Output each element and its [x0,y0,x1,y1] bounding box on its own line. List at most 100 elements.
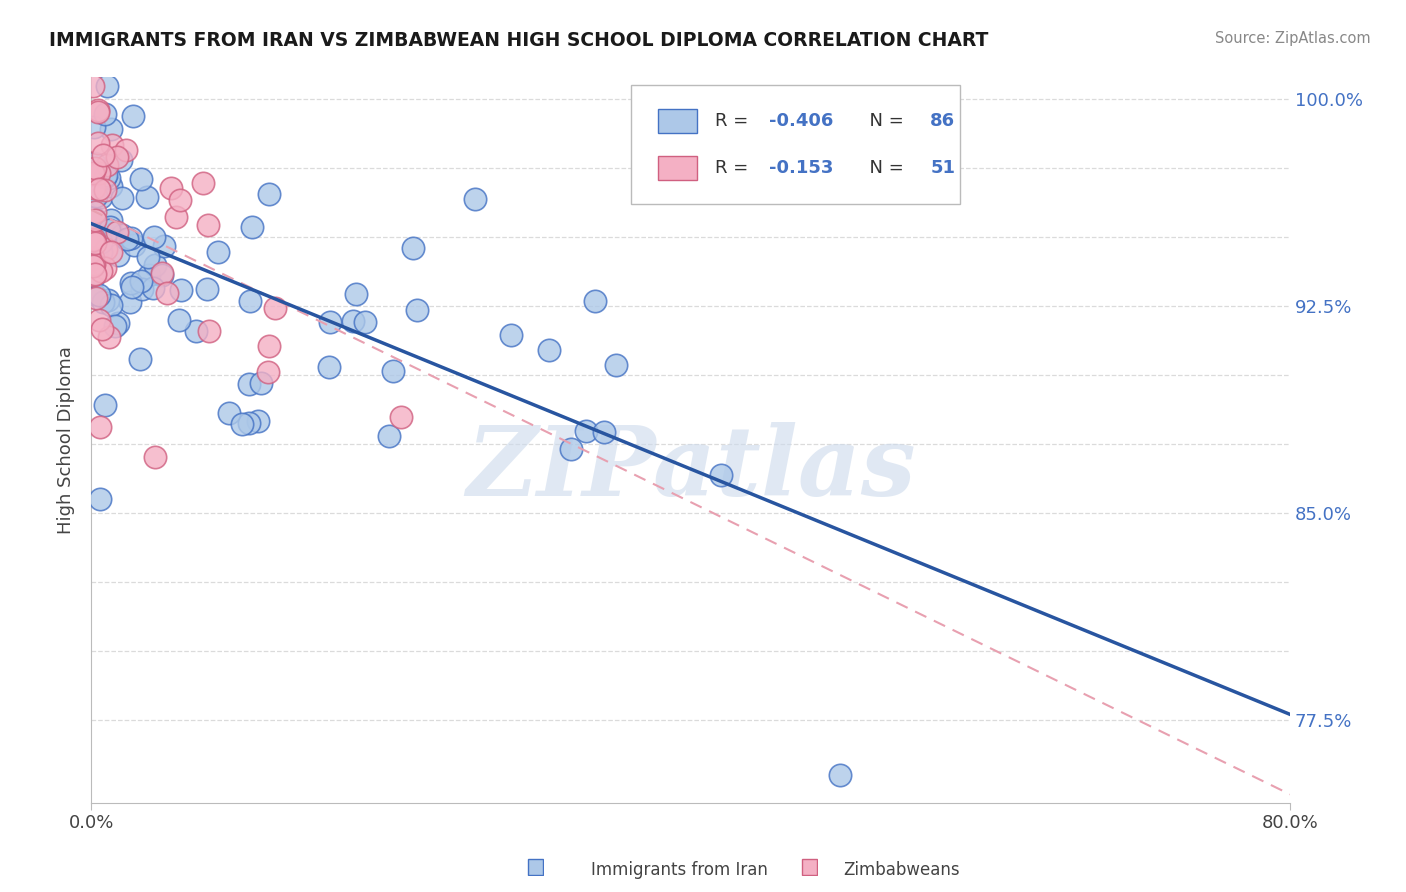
Point [464,192,486,206]
Point [122,109,145,123]
Text: N =: N = [859,159,910,178]
Point [93,260,115,275]
Text: Source: ZipAtlas.com: Source: ZipAtlas.com [1215,31,1371,46]
Point [118,295,141,310]
Text: R =: R = [714,112,754,130]
Text: 51: 51 [931,159,955,178]
Text: IMMIGRANTS FROM IRAN VS ZIMBABWEAN HIGH SCHOOL DIPLOMA CORRELATION CHART: IMMIGRANTS FROM IRAN VS ZIMBABWEAN HIGH … [49,31,988,50]
Point [259,187,281,202]
Point [218,406,240,420]
Point [249,376,271,390]
Text: Immigrants from Iran: Immigrants from Iran [591,861,768,879]
Point [121,279,143,293]
Point [257,365,280,379]
Point [100,213,122,227]
Point [90,190,112,204]
Point [143,230,166,244]
Point [82,78,104,93]
Point [82,233,104,247]
Point [153,239,176,253]
Point [129,172,152,186]
Point [143,450,166,464]
Point [83,181,105,195]
Point [344,286,367,301]
Point [100,298,122,312]
Point [560,442,582,456]
Point [87,136,110,150]
Point [170,283,193,297]
Point [129,352,152,367]
Point [97,293,120,307]
Point [83,211,105,226]
Point [91,295,114,310]
Point [91,148,114,162]
Point [120,230,142,244]
Point [87,182,110,196]
Point [709,468,731,483]
Point [120,277,142,291]
Point [150,268,173,283]
Point [156,286,179,301]
Point [83,256,105,270]
Text: N =: N = [859,112,910,130]
Point [593,425,616,439]
Point [94,169,117,183]
Point [381,364,404,378]
Point [231,417,253,431]
Point [94,170,117,185]
Point [107,316,129,330]
Point [184,325,207,339]
Point [193,176,215,190]
Point [83,287,105,301]
Point [94,243,117,257]
Point [110,153,132,168]
FancyBboxPatch shape [658,156,696,179]
Point [319,315,342,329]
Point [389,409,412,424]
Point [83,233,105,247]
Point [169,194,191,208]
Point [82,268,104,282]
Point [169,313,191,327]
Point [152,266,174,280]
Point [110,227,132,242]
Point [114,143,136,157]
Point [131,282,153,296]
FancyBboxPatch shape [658,110,696,133]
Point [195,282,218,296]
Point [538,343,561,357]
Point [107,248,129,262]
Point [135,190,157,204]
Point [136,250,159,264]
Point [342,313,364,327]
Point [86,103,108,117]
Point [83,268,105,283]
Point [82,259,104,273]
Point [583,293,606,308]
Point [91,321,114,335]
Text: R =: R = [714,159,754,178]
Point [354,315,377,329]
Point [87,313,110,327]
Point [89,288,111,302]
Point [94,107,117,121]
Point [90,235,112,249]
Point [96,78,118,93]
Point [89,420,111,434]
Point [574,424,596,438]
Point [257,339,280,353]
Point [84,292,107,306]
Point [100,121,122,136]
Point [83,167,105,181]
Point [207,244,229,259]
Point [98,220,121,235]
Point [247,414,270,428]
Point [605,358,627,372]
Point [94,398,117,412]
Point [82,258,104,272]
Point [84,267,107,281]
Point [83,156,105,170]
Point [100,178,122,193]
Point [100,245,122,260]
Point [87,166,110,180]
